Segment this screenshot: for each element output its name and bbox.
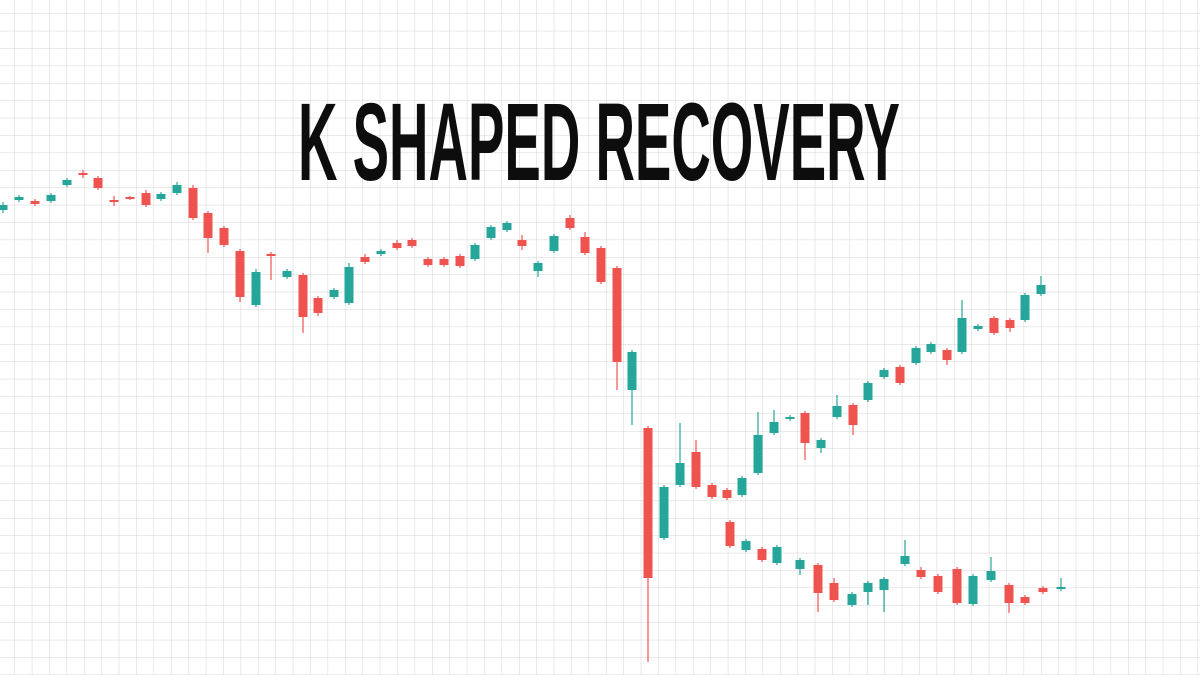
candle-body	[439, 259, 449, 265]
candle-body	[251, 272, 261, 305]
candle-body	[1036, 285, 1046, 294]
candle-body	[533, 263, 543, 271]
candle-body	[627, 352, 637, 390]
candle-body	[986, 571, 996, 580]
candle-body	[942, 350, 952, 360]
candle-body	[30, 201, 40, 204]
candle-body	[737, 478, 747, 495]
candle-body	[879, 370, 889, 377]
candle-body	[376, 251, 386, 254]
candle-body	[235, 251, 245, 297]
candle-body	[282, 271, 292, 277]
candle-body	[675, 463, 685, 485]
candle-body	[580, 237, 590, 253]
candle-body	[911, 348, 921, 363]
candle-body	[989, 318, 999, 333]
candle-body	[691, 452, 701, 487]
candle-body	[1005, 320, 1015, 328]
candle-body	[612, 268, 622, 362]
candle-body	[502, 223, 512, 230]
candle-body	[772, 547, 782, 563]
candle-body	[360, 257, 370, 262]
candle-body	[848, 405, 858, 425]
candle-body	[298, 275, 308, 317]
candle-body	[407, 240, 417, 246]
candle-body	[973, 326, 983, 329]
candle-body	[725, 522, 735, 546]
candle-body	[203, 213, 213, 238]
candle-body	[125, 197, 135, 199]
candle-body	[423, 259, 433, 265]
candle-body	[659, 487, 669, 538]
candle-body	[344, 267, 354, 303]
candle-body	[62, 180, 72, 185]
candle-body	[93, 178, 103, 188]
candle-body	[486, 227, 496, 238]
candle-body	[1004, 585, 1014, 603]
candle-body	[549, 236, 559, 251]
candle-body	[800, 413, 810, 443]
candle-body	[829, 583, 839, 600]
candle-body	[968, 576, 978, 604]
candle-body	[313, 298, 323, 313]
candle-body	[957, 318, 967, 352]
candles	[0, 170, 1066, 662]
candle-body	[741, 541, 751, 550]
candle-body	[1038, 588, 1048, 592]
candle-body	[900, 556, 910, 564]
candle-body	[1020, 295, 1030, 320]
candle-body	[565, 218, 575, 228]
candle-body	[14, 197, 24, 200]
chart-title: K SHAPED RECOVERY	[298, 81, 900, 204]
candle-body	[813, 565, 823, 593]
candle-body	[1020, 597, 1030, 603]
candle-body	[266, 254, 276, 256]
candle-body	[916, 570, 926, 577]
candle-body	[832, 406, 842, 417]
candle-body	[392, 243, 402, 248]
candle-body	[757, 549, 767, 560]
candle-body	[643, 428, 653, 578]
candle-body	[517, 240, 527, 246]
candle-body	[329, 290, 339, 297]
candle-body	[156, 194, 166, 199]
candle-body	[470, 245, 480, 259]
candle-body	[722, 490, 732, 498]
candle-body	[926, 344, 936, 352]
candle-body	[109, 200, 119, 202]
candle-body	[753, 435, 763, 473]
candle-body	[863, 583, 873, 592]
candle-body	[141, 193, 151, 205]
candle-body	[1056, 587, 1066, 589]
candle-body	[769, 422, 779, 433]
candle-body	[847, 594, 857, 605]
candle-body	[952, 569, 962, 603]
candle-body	[0, 205, 8, 210]
candle-body	[596, 248, 606, 282]
candle-body	[863, 383, 873, 400]
candle-body	[816, 440, 826, 448]
candle-body	[46, 195, 56, 201]
candle-body	[795, 560, 805, 569]
candle-body	[219, 228, 229, 245]
candle-body	[895, 367, 905, 383]
candle-body	[455, 256, 465, 266]
candle-body	[933, 576, 943, 592]
candle-body	[78, 173, 88, 175]
candle-body	[707, 485, 717, 497]
candle-body	[172, 185, 182, 193]
candle-body	[188, 188, 198, 218]
candle-body	[785, 417, 795, 419]
candle-body	[879, 579, 889, 590]
